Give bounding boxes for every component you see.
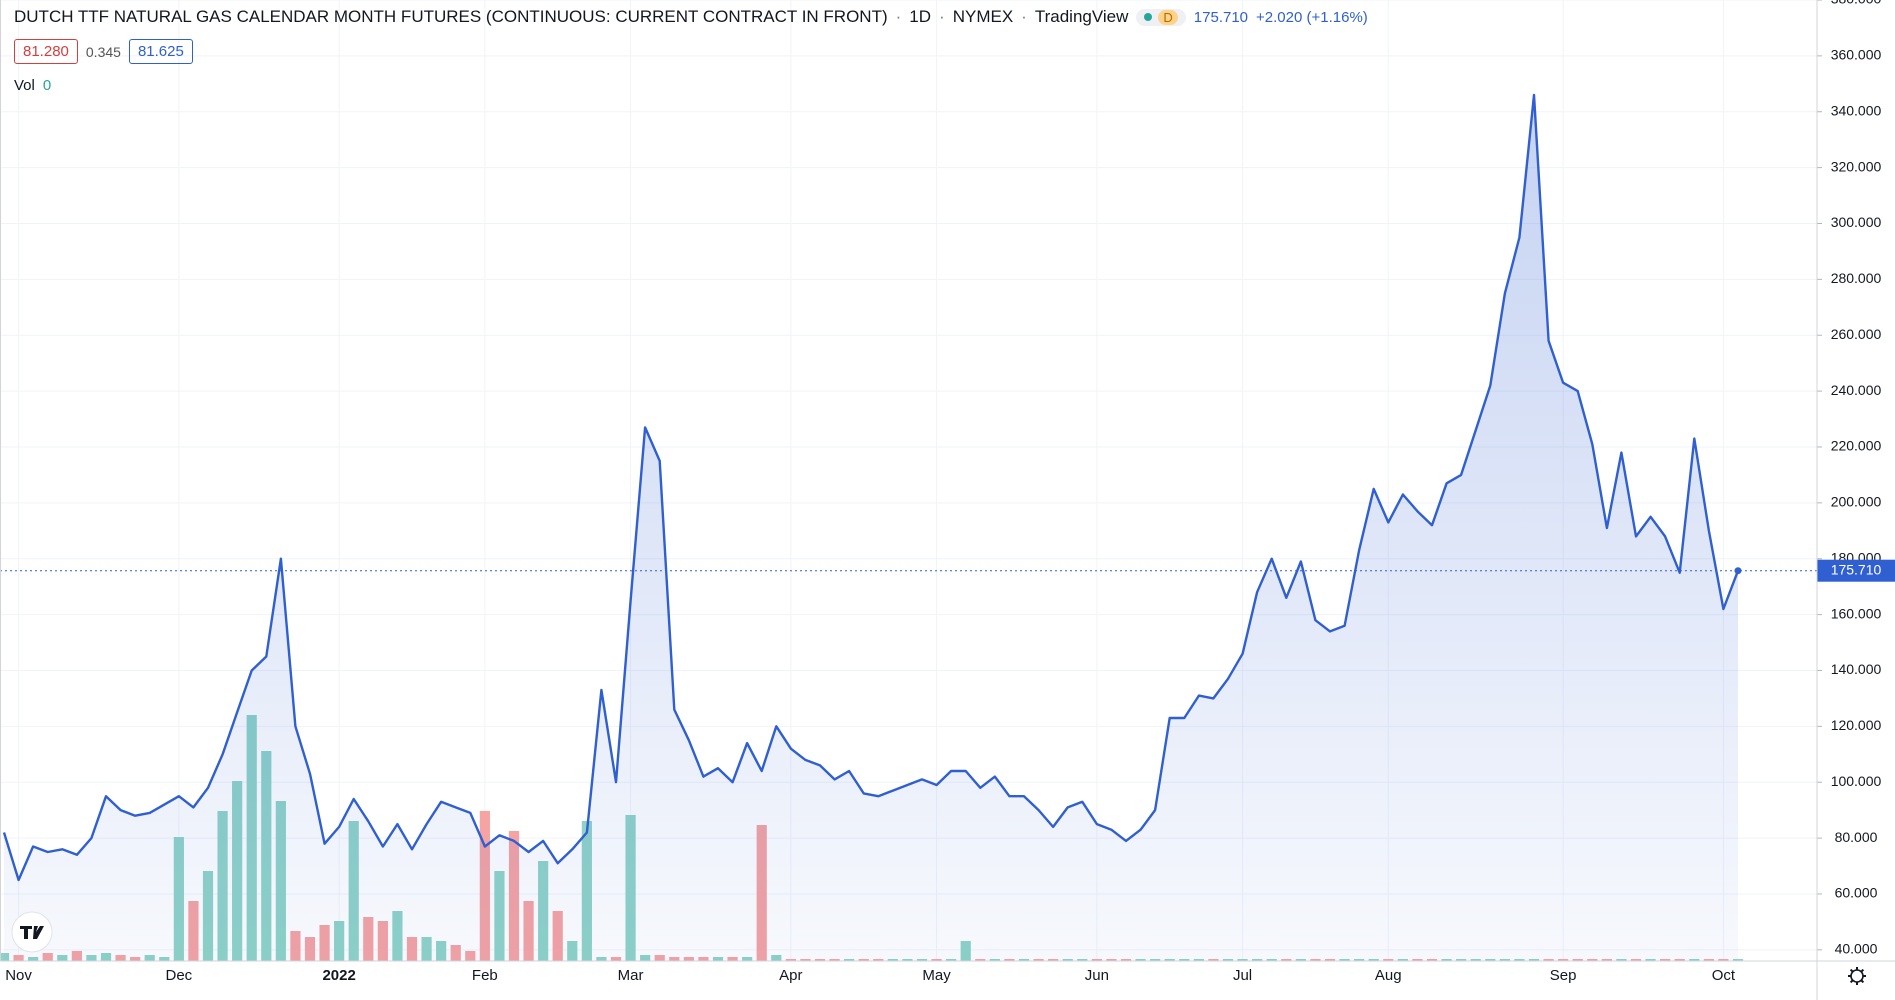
y-tick-label: 60.000 [1835,885,1878,901]
x-tick-label: 2022 [322,967,355,984]
change: +2.020 (+1.16%) [1256,8,1368,26]
y-tick-label: 280.000 [1831,270,1882,286]
x-tick-label: Sep [1550,967,1577,984]
y-tick-label: 200.000 [1831,494,1882,510]
symbol: DUTCH TTF NATURAL GAS CALENDAR MONTH FUT… [14,7,888,26]
last-point [1734,567,1742,575]
interval[interactable]: 1D [909,7,932,26]
volume-legend: Vol 0 [14,77,51,94]
spread: 0.345 [85,43,121,60]
last-price-label: 175.710 [1831,561,1882,577]
x-tick-label: Oct [1712,967,1736,984]
y-tick-label: 240.000 [1831,382,1882,398]
price-line [2,93,1740,882]
y-tick-label: 340.000 [1831,102,1882,118]
y-tick-label: 120.000 [1831,717,1882,733]
volume-label: Vol [14,77,35,94]
volume-value: 0 [42,77,52,94]
logo [20,926,44,939]
x-tick-label: Mar [618,967,644,984]
status-badge: D [1136,8,1186,26]
y-tick-label: 140.000 [1831,661,1882,677]
x-tick-label: Aug [1375,967,1402,984]
badge-letter: D [1158,9,1178,25]
x-tick-label: Nov [5,967,32,984]
x-tick-label: Feb [472,967,498,984]
settings-icon[interactable] [1848,967,1866,985]
gear-tooth [1860,968,1865,973]
y-tick-label: 100.000 [1831,773,1882,789]
y-tick-label: 220.000 [1831,438,1882,454]
price-area [4,95,1738,961]
ask[interactable]: 81.625 [128,39,193,64]
gear-tooth [1860,979,1865,984]
y-tick-label: 380.000 [1831,0,1882,7]
x-tick-label: Jun [1085,967,1109,984]
last-price-box [1817,559,1895,582]
logo-bg [11,911,53,953]
header: DUTCH TTF NATURAL GAS CALENDAR MONTH FUT… [14,7,1368,26]
x-tick-label: May [922,967,951,984]
quote-row: 81.280 0.345 81.625 [14,39,193,64]
y-tick-label: 80.000 [1835,829,1878,845]
price: 175.710 [1193,8,1249,26]
y-tick-label: 160.000 [1831,605,1882,621]
gear-tooth [1849,979,1854,984]
y-tick-label: 40.000 [1835,941,1878,957]
y-tick-label: 320.000 [1831,158,1882,174]
source: TradingView [1034,7,1129,26]
x-tick-label: Apr [779,967,802,984]
y-tick-label: 300.000 [1831,214,1882,230]
gear-tooth [1849,968,1854,973]
x-tick-label: Dec [166,967,193,984]
exchange: NYMEX [952,7,1014,26]
y-tick-label: 260.000 [1831,326,1882,342]
gear-ring [1850,969,1864,983]
x-tick-label: Jul [1233,967,1252,984]
bid[interactable]: 81.280 [14,39,78,64]
y-tick-label: 360.000 [1831,47,1882,63]
